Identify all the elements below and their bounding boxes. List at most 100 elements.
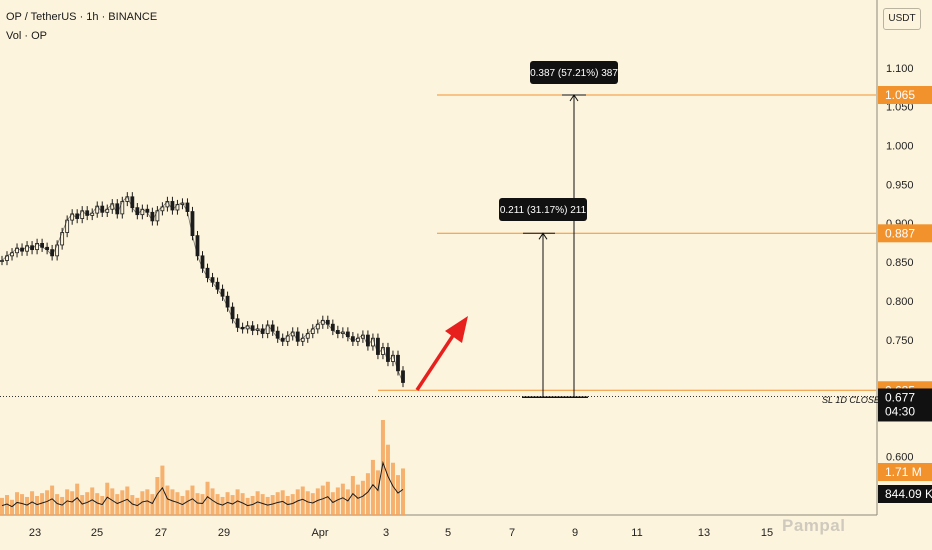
measure-arrowhead-1 <box>569 94 579 102</box>
volume-bar <box>5 495 10 515</box>
volume-bar <box>365 473 370 515</box>
volume-bar <box>170 489 175 515</box>
volume-ma-line <box>1 460 404 508</box>
volume-bar <box>75 483 80 515</box>
time-tick-label-2: 27 <box>155 527 167 539</box>
price-series-line <box>1 196 404 383</box>
volume-bar <box>240 493 245 515</box>
badge-volume-current-box <box>878 485 932 503</box>
arrow-head <box>445 316 468 343</box>
badge-target1-text-0: 0.887 <box>885 226 915 240</box>
volume-bar <box>95 493 100 515</box>
volume-bar <box>200 494 205 515</box>
volume-bar <box>385 444 390 515</box>
volume-bar <box>350 476 355 515</box>
volume-bar <box>120 490 125 515</box>
volume-bar <box>305 491 310 515</box>
stop-loss-note: SL 1D CLOSE <box>822 395 881 405</box>
volume-bar <box>245 497 250 515</box>
volume-bar <box>105 482 110 515</box>
volume-indicator-label[interactable]: Vol · OP <box>6 30 47 42</box>
volume-bar <box>190 485 195 515</box>
volume-bar <box>85 492 90 515</box>
volume-bar <box>30 491 35 515</box>
price-tick-label-5: 0.850 <box>886 257 914 269</box>
volume-bar <box>210 488 215 515</box>
volume-bar <box>320 485 325 515</box>
measure-label-0: 0.211 (31.17%) 211 <box>500 205 587 216</box>
volume-bar <box>180 496 185 515</box>
time-tick-label-1: 25 <box>91 527 103 539</box>
volume-bar <box>195 493 200 515</box>
measure-label-box-1 <box>530 61 618 84</box>
volume-bar <box>10 499 15 515</box>
volume-bar <box>225 492 230 515</box>
volume-bar <box>165 485 170 515</box>
volume-bar <box>15 492 20 515</box>
volume-bar <box>20 494 25 515</box>
time-tick-label-8: 9 <box>572 527 578 539</box>
volume-bar <box>375 470 380 515</box>
arrow-shaft <box>415 327 460 391</box>
volume-bar <box>265 496 270 515</box>
badge-volume-current-text-0: 844.09 K <box>885 487 932 501</box>
volume-bar <box>360 480 365 515</box>
measure-label-box-0 <box>499 198 587 221</box>
measure-label-1: 0.387 (57.21%) 387 <box>530 68 618 79</box>
volume-bar <box>220 496 225 515</box>
volume-bar <box>155 477 160 515</box>
price-tick-label-6: 0.800 <box>886 296 914 308</box>
volume-bar <box>35 496 40 515</box>
volume-bar <box>40 493 45 515</box>
badge-target2-box <box>878 86 932 104</box>
price-tick-label-7: 0.750 <box>886 335 914 347</box>
volume-bar <box>295 489 300 515</box>
volume-bar <box>235 489 240 515</box>
volume-bar <box>0 497 5 515</box>
price-tick-label-2: 1.000 <box>886 141 914 153</box>
chart-title: OP / TetherUS · 1h · BINANCE <box>6 11 158 23</box>
time-tick-label-3: 29 <box>218 527 230 539</box>
volume-bar <box>270 495 275 515</box>
volume-bar <box>115 494 120 515</box>
volume-bar <box>215 494 220 515</box>
volume-bar <box>230 495 235 515</box>
volume-bar <box>280 490 285 515</box>
volume-bar <box>400 468 406 515</box>
volume-bar <box>255 491 260 515</box>
time-tick-label-11: 15 <box>761 527 773 539</box>
time-tick-label-10: 13 <box>698 527 710 539</box>
volume-bar <box>45 490 50 515</box>
volume-bar <box>80 495 85 515</box>
volume-bar <box>65 489 70 515</box>
badge-current-text-0: 0.677 <box>885 390 915 404</box>
volume-bar <box>100 496 105 515</box>
watermark: Pampal <box>782 516 846 535</box>
volume-bar <box>355 484 360 515</box>
volume-bar <box>250 496 255 515</box>
volume-bar <box>175 492 180 515</box>
measure-arrowhead-0 <box>538 232 548 240</box>
volume-bar <box>390 462 395 515</box>
time-tick-label-4: Apr <box>311 527 328 539</box>
badge-target1-box <box>878 224 932 243</box>
volume-bar <box>55 494 60 515</box>
volume-bar <box>205 481 210 515</box>
volume-bar <box>140 491 145 515</box>
volume-bar <box>160 465 165 515</box>
time-tick-label-5: 3 <box>383 527 389 539</box>
time-tick-label-9: 11 <box>631 527 642 539</box>
currency-button[interactable]: USDT <box>883 8 921 30</box>
volume-bar <box>285 496 290 515</box>
badge-volume-high-text-0: 1.71 M <box>885 465 922 479</box>
volume-bar <box>395 475 400 515</box>
time-tick-label-6: 5 <box>445 527 451 539</box>
volume-bar <box>335 487 340 515</box>
volume-bar <box>60 496 65 515</box>
price-tick-label-3: 0.950 <box>886 179 914 191</box>
volume-bar <box>330 492 335 515</box>
volume-bar <box>185 490 190 515</box>
volume-bar <box>260 494 265 515</box>
volume-bar <box>370 459 375 515</box>
